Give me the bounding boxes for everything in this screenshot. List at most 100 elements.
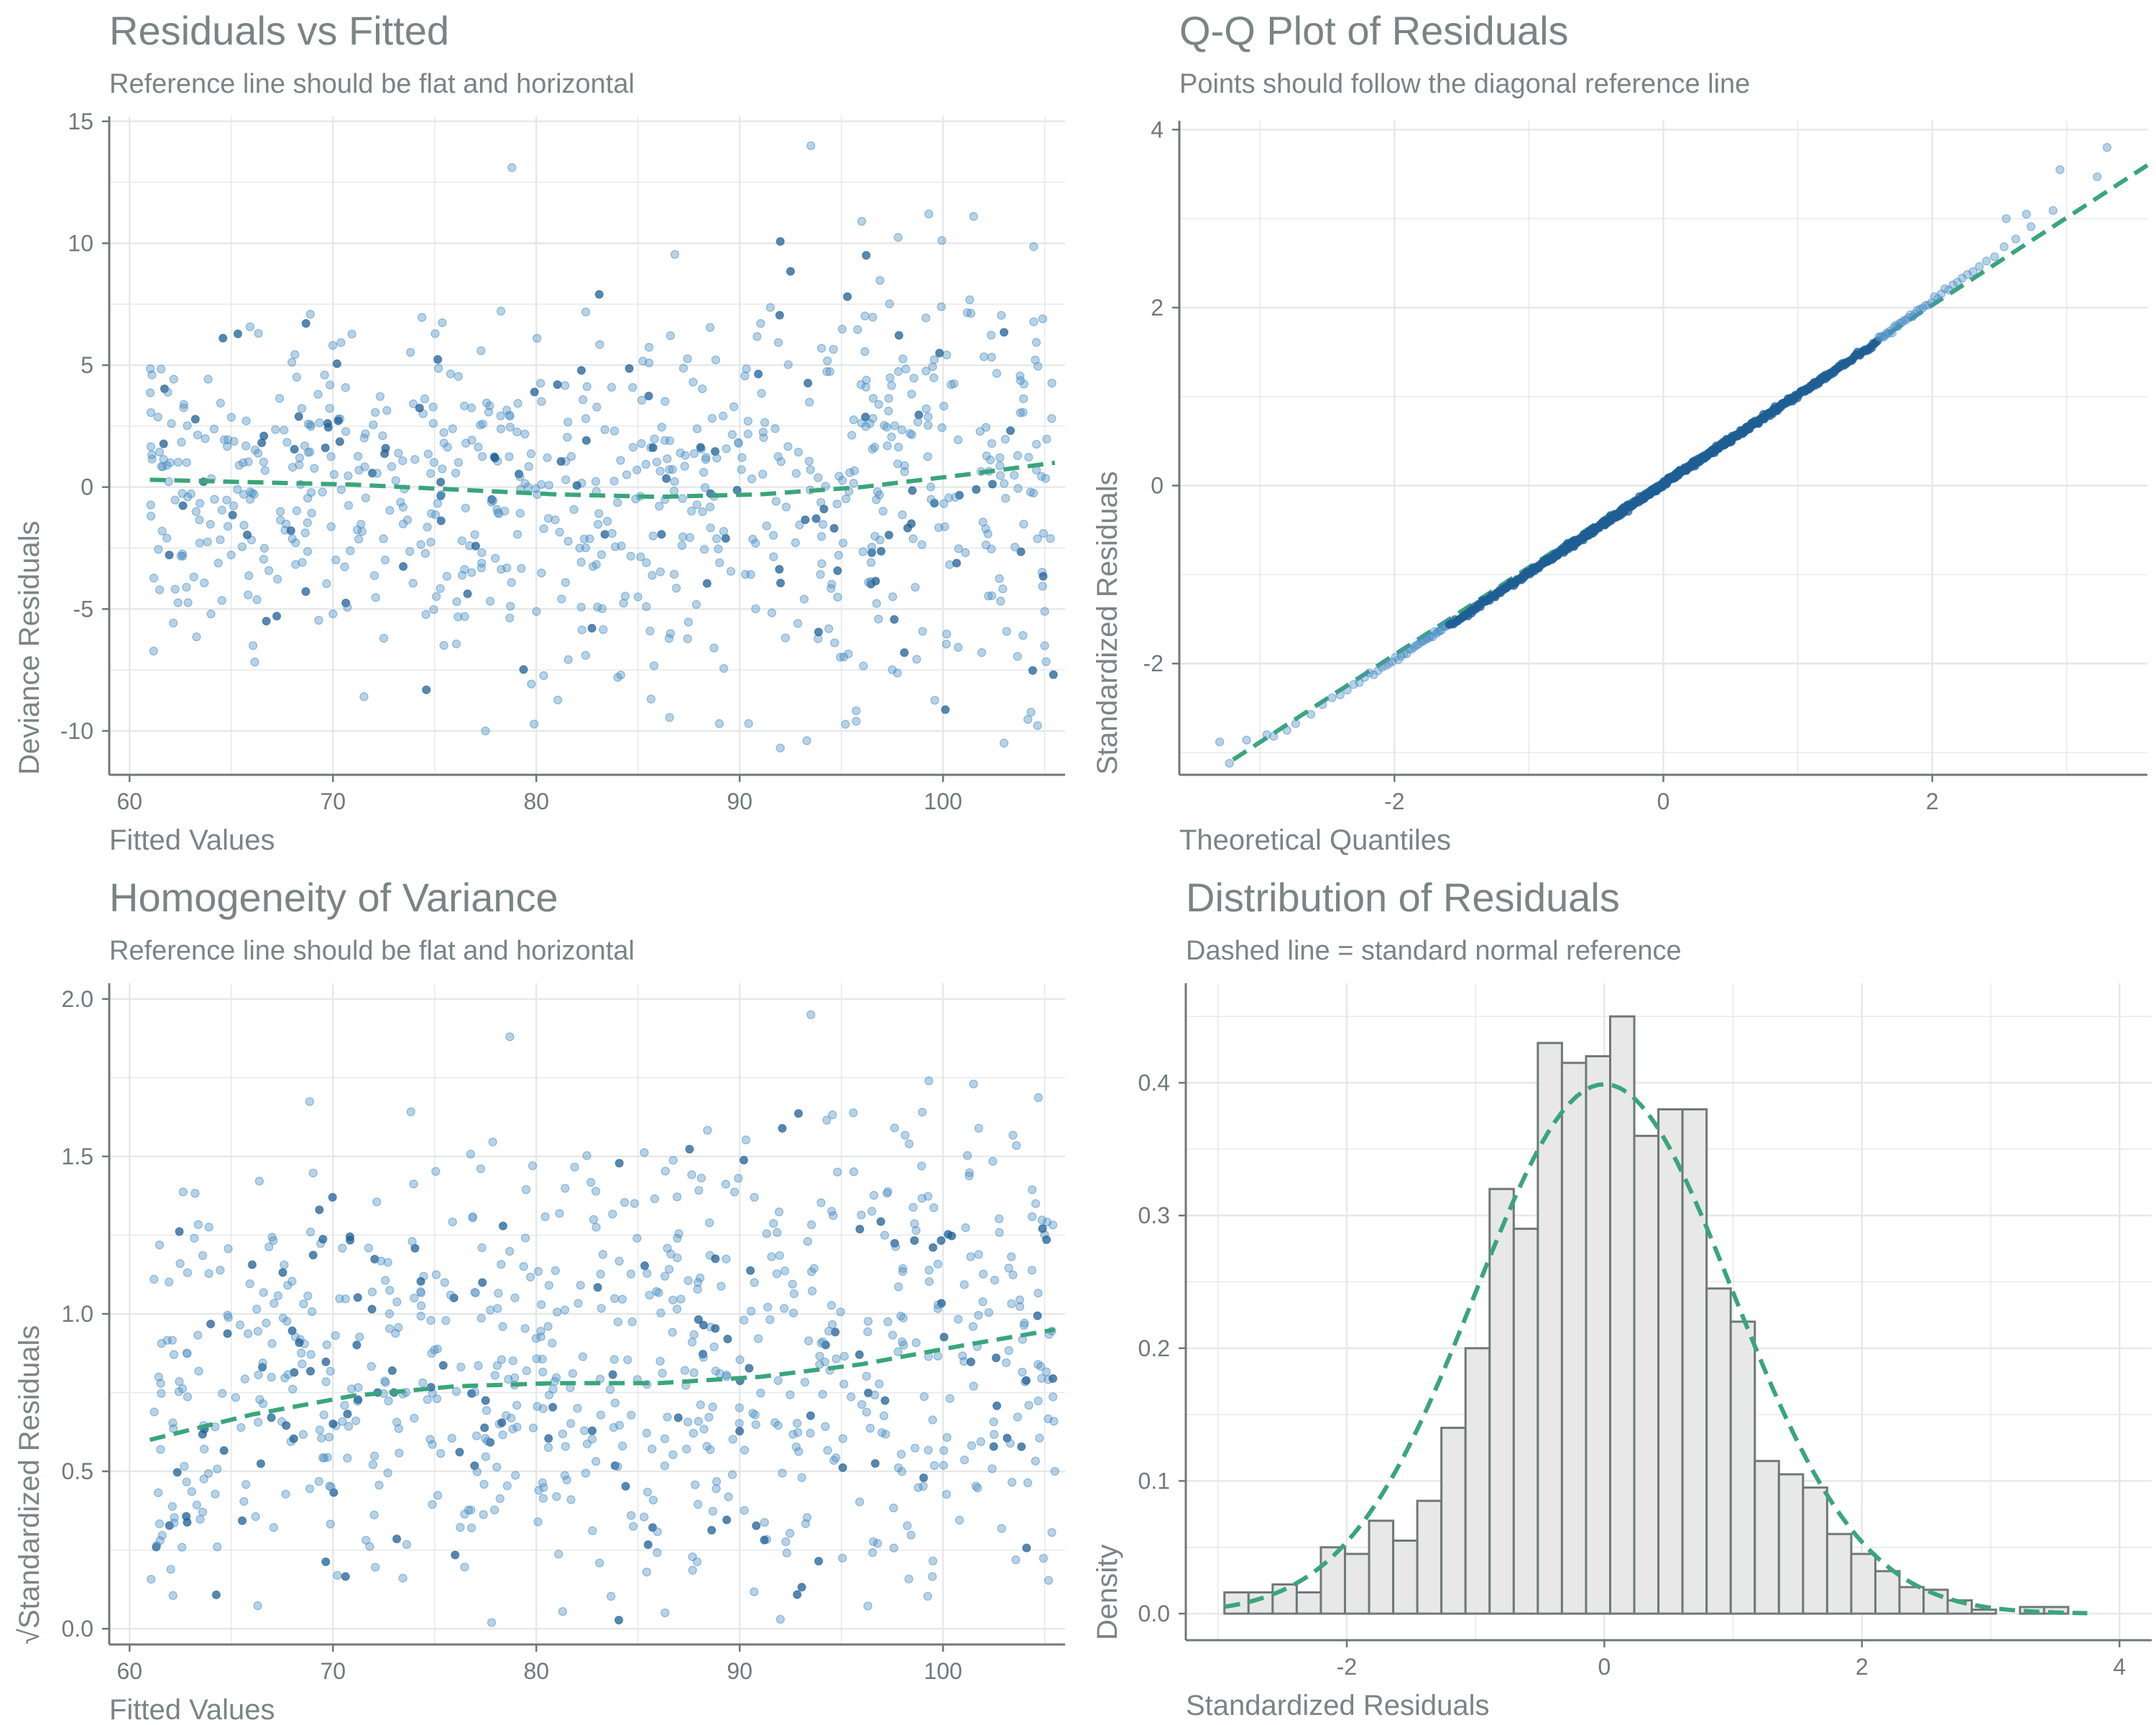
data-point	[195, 1514, 205, 1524]
data-point	[410, 455, 420, 464]
data-point	[672, 584, 681, 593]
data-point	[436, 584, 445, 593]
data-point	[831, 1453, 841, 1463]
y-axis-title: Density	[1092, 1545, 1123, 1640]
data-point	[533, 334, 542, 343]
data-point	[808, 1287, 817, 1296]
data-point	[923, 1591, 933, 1601]
data-point	[746, 1266, 755, 1275]
data-point	[711, 355, 721, 364]
data-point	[663, 1412, 672, 1422]
data-point	[1028, 1185, 1037, 1195]
data-point	[1041, 1367, 1051, 1376]
data-point	[264, 566, 274, 575]
data-point	[653, 1527, 662, 1537]
data-point	[258, 1358, 267, 1368]
data-point	[1004, 1264, 1013, 1273]
data-point	[832, 500, 842, 509]
data-point	[351, 1416, 361, 1425]
data-point	[699, 1320, 709, 1330]
data-point	[505, 452, 514, 461]
data-point	[908, 534, 918, 543]
data-point	[410, 1414, 419, 1423]
data-point	[395, 1448, 404, 1458]
data-point	[420, 394, 430, 404]
data-point	[719, 663, 729, 673]
data-point	[910, 1219, 919, 1228]
data-point	[954, 544, 963, 553]
data-point	[801, 515, 810, 525]
data-point	[507, 1413, 516, 1423]
data-point	[2011, 234, 2021, 244]
data-point	[406, 1107, 415, 1116]
data-point	[650, 1194, 660, 1203]
histogram-bar	[1729, 1320, 1756, 1615]
data-point	[862, 251, 871, 260]
data-point	[867, 444, 877, 454]
data-point	[155, 1536, 165, 1545]
data-point	[742, 364, 751, 374]
data-point	[969, 211, 978, 221]
data-point	[836, 1307, 845, 1317]
data-point	[278, 1313, 288, 1322]
data-point	[818, 1389, 827, 1399]
data-point	[352, 1340, 361, 1350]
data-point	[708, 1506, 718, 1516]
data-point	[839, 652, 849, 662]
data-point	[281, 1489, 290, 1499]
data-point	[380, 555, 390, 565]
data-point	[466, 403, 476, 413]
reference-trend-line	[149, 1327, 1056, 1443]
data-point	[254, 1417, 263, 1427]
data-point	[505, 423, 515, 432]
data-point	[806, 141, 816, 150]
data-point	[249, 641, 258, 650]
data-point	[203, 1468, 213, 1478]
y-tick-label: -10	[60, 718, 93, 744]
data-point	[486, 597, 495, 606]
histogram-bar	[1633, 1134, 1660, 1615]
data-point	[264, 1242, 274, 1251]
data-point	[468, 1212, 477, 1221]
data-point	[515, 472, 525, 482]
data-point	[893, 233, 903, 242]
data-point	[278, 1268, 287, 1277]
data-point	[673, 1413, 683, 1422]
data-point	[649, 661, 659, 671]
data-point	[338, 1417, 347, 1426]
data-point	[1033, 721, 1042, 730]
data-point	[775, 1251, 784, 1260]
data-point	[665, 629, 676, 638]
data-point	[1011, 1555, 1021, 1565]
data-point	[655, 567, 665, 576]
data-point	[1040, 641, 1049, 650]
data-point	[826, 1301, 837, 1310]
data-point	[289, 1434, 298, 1443]
panel-subtitle: Points should follow the diagonal refere…	[1179, 69, 1751, 99]
data-point	[689, 449, 699, 459]
data-point	[239, 520, 249, 530]
data-point	[515, 509, 525, 518]
data-point	[262, 1318, 271, 1328]
data-point	[522, 1366, 531, 1376]
data-point	[326, 1519, 335, 1529]
data-point	[2001, 214, 2011, 224]
data-point	[550, 515, 560, 525]
histogram-bar	[1440, 1427, 1467, 1615]
data-point	[273, 1291, 283, 1300]
data-point	[591, 477, 601, 486]
data-point	[911, 582, 920, 592]
data-point	[841, 719, 850, 729]
data-point	[328, 1419, 338, 1429]
data-point	[558, 1606, 568, 1616]
data-point	[267, 1372, 276, 1382]
data-point	[857, 1210, 866, 1220]
homogeneity-panel: Homogeneity of Variance Reference line s…	[0, 862, 1078, 1725]
data-point	[827, 579, 837, 589]
data-point	[907, 390, 916, 399]
data-point	[287, 357, 297, 367]
data-point	[470, 530, 479, 539]
data-point	[149, 574, 159, 583]
data-point	[942, 1432, 952, 1443]
data-point	[680, 461, 689, 471]
